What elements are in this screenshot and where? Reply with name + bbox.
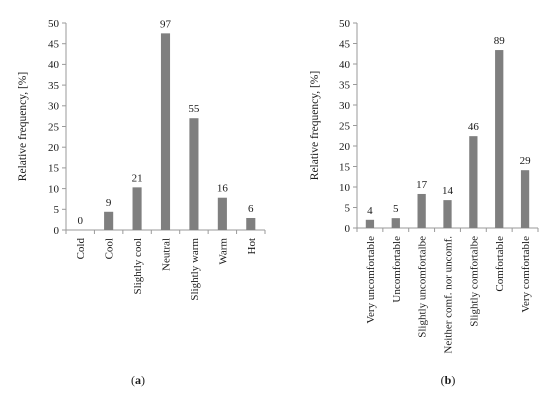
panel-label: (b) xyxy=(441,373,456,387)
y-tick-label: 20 xyxy=(48,142,60,154)
x-category-label: Very uncomfortable xyxy=(365,236,377,324)
bar xyxy=(495,50,504,229)
x-category-label: Slightly comfortalbe xyxy=(468,236,480,327)
y-axis-title: Relative frequency, [%] xyxy=(309,71,321,180)
y-tick-label: 45 xyxy=(339,38,351,50)
data-label: 46 xyxy=(468,121,480,133)
data-label: 5 xyxy=(393,203,399,215)
data-label: 16 xyxy=(217,183,229,195)
y-tick-label: 50 xyxy=(339,18,351,30)
data-label: 17 xyxy=(416,179,428,191)
data-label: 89 xyxy=(494,35,506,47)
data-label: 0 xyxy=(77,215,83,227)
y-tick-label: 10 xyxy=(339,182,351,194)
x-category-label: Slightly uncomfortalbe xyxy=(417,236,429,338)
chart-panel-a: 0 5 10 15 20 25 30 35 40 45 50 0 Cold 9 Cool 21 Slightly… xyxy=(17,18,266,387)
y-tick-label: 40 xyxy=(339,59,351,71)
y-tick-label: 10 xyxy=(48,183,60,195)
x-category-label: Slightly cool xyxy=(132,238,144,295)
y-tick-label: 35 xyxy=(48,80,60,92)
y-tick-label: 50 xyxy=(48,18,60,30)
x-category-label: Cold xyxy=(75,238,87,260)
bar xyxy=(443,200,452,228)
bar xyxy=(104,211,114,230)
bar xyxy=(469,136,478,228)
data-label: 29 xyxy=(520,155,532,167)
chart-panel-b: 0 5 10 15 20 25 30 35 40 45 50 4 Very uncomfortable 5… xyxy=(309,18,539,387)
y-tick-label: 45 xyxy=(48,39,60,51)
bar xyxy=(417,193,426,228)
x-category-label: Slightly warm xyxy=(189,238,201,301)
x-category-label: Comfortable xyxy=(494,236,506,292)
bar xyxy=(160,33,171,230)
y-tick-label: 5 xyxy=(54,204,60,216)
y-tick-label: 30 xyxy=(339,100,351,112)
y-tick-label: 0 xyxy=(345,223,351,235)
bar xyxy=(217,197,227,230)
bar xyxy=(132,187,142,230)
y-tick-label: 35 xyxy=(339,79,351,91)
bar xyxy=(189,118,199,230)
bar xyxy=(246,217,256,230)
data-label: 4 xyxy=(367,205,373,217)
x-category-label: Neither comf. nor uncomf. xyxy=(443,236,455,354)
x-category-label: Warm xyxy=(217,238,229,265)
data-label: 6 xyxy=(248,203,254,215)
bar xyxy=(391,218,400,228)
x-category-label: Neutral xyxy=(161,238,173,271)
y-tick-label: 25 xyxy=(339,120,351,132)
y-tick-label: 0 xyxy=(54,225,60,237)
x-category-label: Uncomfortable xyxy=(391,236,403,303)
data-label: 21 xyxy=(132,172,143,184)
x-category-label: Hot xyxy=(246,238,258,255)
y-tick-label: 25 xyxy=(48,121,60,133)
bar xyxy=(365,219,375,228)
x-category-label: Cool xyxy=(104,238,116,259)
y-tick-label: 15 xyxy=(339,161,351,173)
y-tick-label: 20 xyxy=(339,141,351,153)
y-tick-label: 5 xyxy=(345,202,351,214)
y-tick-label: 15 xyxy=(48,163,60,175)
data-label: 14 xyxy=(442,185,454,197)
x-category-label: Very comfortable xyxy=(520,236,532,313)
y-tick-label: 30 xyxy=(48,101,60,113)
y-axis-title: Relative frequency, [%] xyxy=(17,72,29,181)
data-label: 97 xyxy=(160,18,172,30)
y-tick-label: 40 xyxy=(48,59,60,71)
bar xyxy=(520,170,530,228)
data-label: 9 xyxy=(106,197,112,209)
panel-label: (a) xyxy=(131,373,145,387)
data-label: 55 xyxy=(188,103,200,115)
